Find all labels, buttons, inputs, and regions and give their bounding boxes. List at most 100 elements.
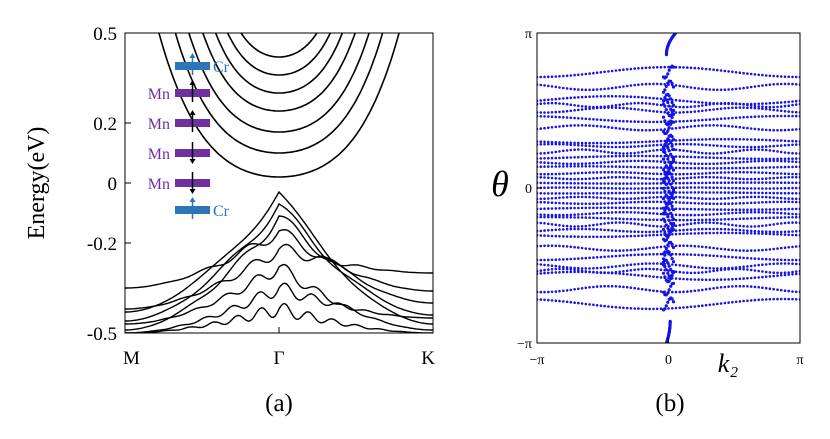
wilson-point: [779, 262, 783, 265]
wilson-point: [674, 191, 678, 194]
wilson-point: [652, 182, 655, 185]
wilson-point: [787, 186, 790, 190]
wilson-point: [701, 101, 704, 104]
wilson-point: [666, 157, 670, 161]
wilson-point: [569, 235, 573, 238]
wilson-point: [791, 160, 794, 163]
wilson-point: [637, 200, 640, 204]
wilson-point: [625, 254, 629, 257]
wilson-point: [614, 86, 618, 89]
wilson-point: [671, 120, 676, 124]
wilson-point: [779, 75, 783, 78]
wilson-point: [577, 202, 580, 205]
wilson-point: [655, 140, 659, 143]
wilson-point: [689, 110, 693, 114]
wilson-point: [753, 201, 757, 204]
wilson-point: [588, 105, 591, 109]
wilson-point: [738, 217, 742, 221]
wilson-point: [652, 140, 655, 143]
wilson-point: [558, 172, 561, 176]
wilson-point: [791, 233, 794, 237]
wilson-point: [734, 170, 738, 174]
wilson-point: [659, 82, 663, 86]
wilson-point: [787, 258, 790, 262]
wilson-point: [772, 191, 775, 195]
wilson-point: [738, 177, 742, 181]
wilson-point: [708, 118, 712, 121]
wilson-point: [753, 171, 757, 174]
wilson-point: [701, 166, 704, 170]
wilson-point: [701, 288, 704, 292]
wilson-point: [768, 166, 772, 169]
wilson-point: [666, 291, 670, 295]
wilson-point: [625, 285, 629, 289]
wilson-point: [731, 217, 734, 221]
wilson-point: [659, 128, 663, 131]
wilson-point: [689, 186, 693, 189]
wilson-point: [622, 159, 625, 163]
wilson-point: [682, 138, 685, 142]
wilson-point: [693, 143, 697, 146]
wilson-point: [610, 165, 614, 168]
panel-b-x-ticks: −π 0 π: [530, 338, 804, 368]
wilson-point: [614, 95, 618, 98]
wilson-point: [558, 207, 561, 210]
wilson-point: [742, 299, 745, 303]
wilson-point: [768, 191, 772, 195]
wilson-point: [787, 221, 790, 224]
wilson-point: [543, 151, 546, 155]
layer-cr: Cr: [175, 53, 230, 76]
wilson-point: [779, 230, 783, 234]
wilson-point: [618, 235, 621, 238]
wilson-point: [637, 234, 640, 238]
wilson-point: [772, 211, 775, 214]
wilson-point: [648, 253, 651, 256]
panel-a-y-ticks: 0.50.20-0.2-0.5: [87, 24, 131, 345]
wilson-point: [588, 148, 591, 152]
wilson-point: [704, 266, 708, 270]
wilson-point: [779, 172, 783, 175]
wilson-point: [716, 124, 719, 127]
wilson-point: [558, 181, 561, 185]
wilson-point: [547, 298, 550, 302]
wilson-point: [678, 264, 682, 267]
wilson-point: [539, 165, 543, 168]
wilson-point: [787, 207, 790, 211]
layer-label: Cr: [213, 59, 230, 76]
wilson-point: [588, 72, 591, 75]
wilson-point: [607, 206, 610, 209]
wilson-point: [655, 110, 659, 113]
wilson-point: [693, 232, 697, 235]
wilson-point: [749, 195, 753, 199]
wilson-point: [727, 106, 730, 110]
wilson-point: [779, 211, 783, 215]
wilson-point: [764, 208, 768, 211]
wilson-point: [704, 109, 708, 112]
wilson-point: [779, 165, 783, 169]
wilson-point: [610, 69, 614, 73]
wilson-point: [640, 144, 644, 148]
wilson-point: [761, 181, 764, 184]
wilson-point: [764, 270, 768, 274]
wilson-point: [547, 142, 550, 146]
wilson-point: [787, 271, 790, 274]
wilson-point: [637, 165, 640, 169]
wilson-point: [791, 75, 794, 79]
wilson-point: [712, 176, 715, 179]
wilson-point: [742, 195, 745, 199]
wilson-point: [704, 278, 708, 282]
wilson-point: [723, 212, 727, 215]
wilson-point: [652, 253, 655, 256]
wilson-point: [791, 172, 794, 176]
wilson-point: [701, 197, 704, 200]
wilson-point: [761, 224, 764, 228]
wilson-point: [772, 171, 775, 175]
wilson-point: [588, 171, 591, 174]
wilson-point: [704, 87, 708, 91]
wilson-point: [723, 107, 727, 110]
wilson-point: [712, 303, 715, 306]
wilson-point: [562, 300, 565, 303]
wilson-point: [618, 171, 621, 174]
wilson-point: [734, 191, 738, 194]
wilson-point: [686, 218, 689, 222]
